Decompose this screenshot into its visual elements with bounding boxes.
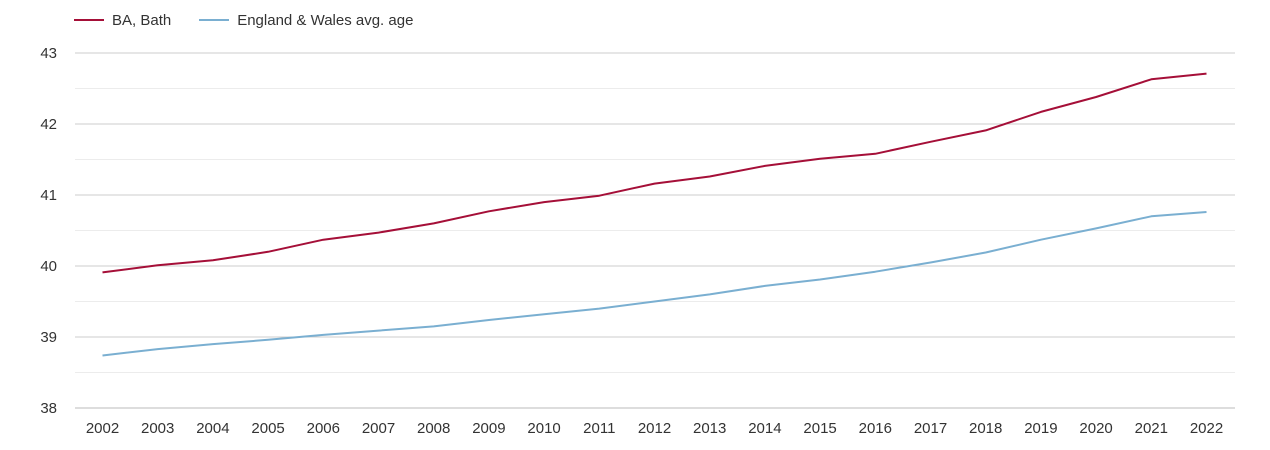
x-tick-label: 2019 — [1024, 420, 1057, 437]
x-tick-label: 2002 — [86, 420, 119, 437]
y-tick-label: 39 — [40, 329, 57, 346]
x-tick-label: 2016 — [859, 420, 892, 437]
chart-legend: BA, Bath England & Wales avg. age — [74, 9, 441, 31]
x-tick-label: 2013 — [693, 420, 726, 437]
x-tick-label: 2007 — [362, 420, 395, 437]
x-tick-label: 2022 — [1190, 420, 1223, 437]
y-tick-label: 38 — [40, 400, 57, 417]
x-tick-label: 2021 — [1135, 420, 1168, 437]
x-tick-label: 2004 — [196, 420, 229, 437]
x-tick-label: 2014 — [748, 420, 781, 437]
y-tick-label: 41 — [40, 187, 57, 204]
series-line-bath — [102, 72, 1207, 274]
y-tick-label: 42 — [40, 116, 57, 133]
x-tick-label: 2015 — [803, 420, 836, 437]
x-tick-label: 2006 — [307, 420, 340, 437]
legend-label-bath: BA, Bath — [112, 11, 172, 29]
y-tick-label: 43 — [40, 45, 57, 62]
x-tick-label: 2011 — [583, 420, 615, 437]
x-tick-label: 2017 — [914, 420, 947, 437]
x-tick-label: 2020 — [1079, 420, 1112, 437]
x-tick-label: 2009 — [472, 420, 505, 437]
legend-swatch-bath — [74, 19, 104, 21]
series-line-england-wales — [102, 211, 1207, 357]
x-tick-label: 2018 — [969, 420, 1002, 437]
legend-swatch-england-wales — [199, 19, 230, 21]
x-tick-label: 2005 — [251, 420, 284, 437]
x-tick-label: 2010 — [527, 420, 560, 437]
x-tick-label: 2003 — [141, 420, 174, 437]
x-tick-label: 2008 — [417, 420, 450, 437]
legend-item-england-wales[interactable]: England & Wales avg. age — [199, 12, 413, 29]
x-tick-label: 2012 — [638, 420, 671, 437]
legend-item-bath[interactable]: BA, Bath — [74, 12, 171, 29]
legend-label-england-wales: England & Wales avg. age — [237, 11, 414, 29]
y-tick-label: 40 — [40, 258, 57, 275]
